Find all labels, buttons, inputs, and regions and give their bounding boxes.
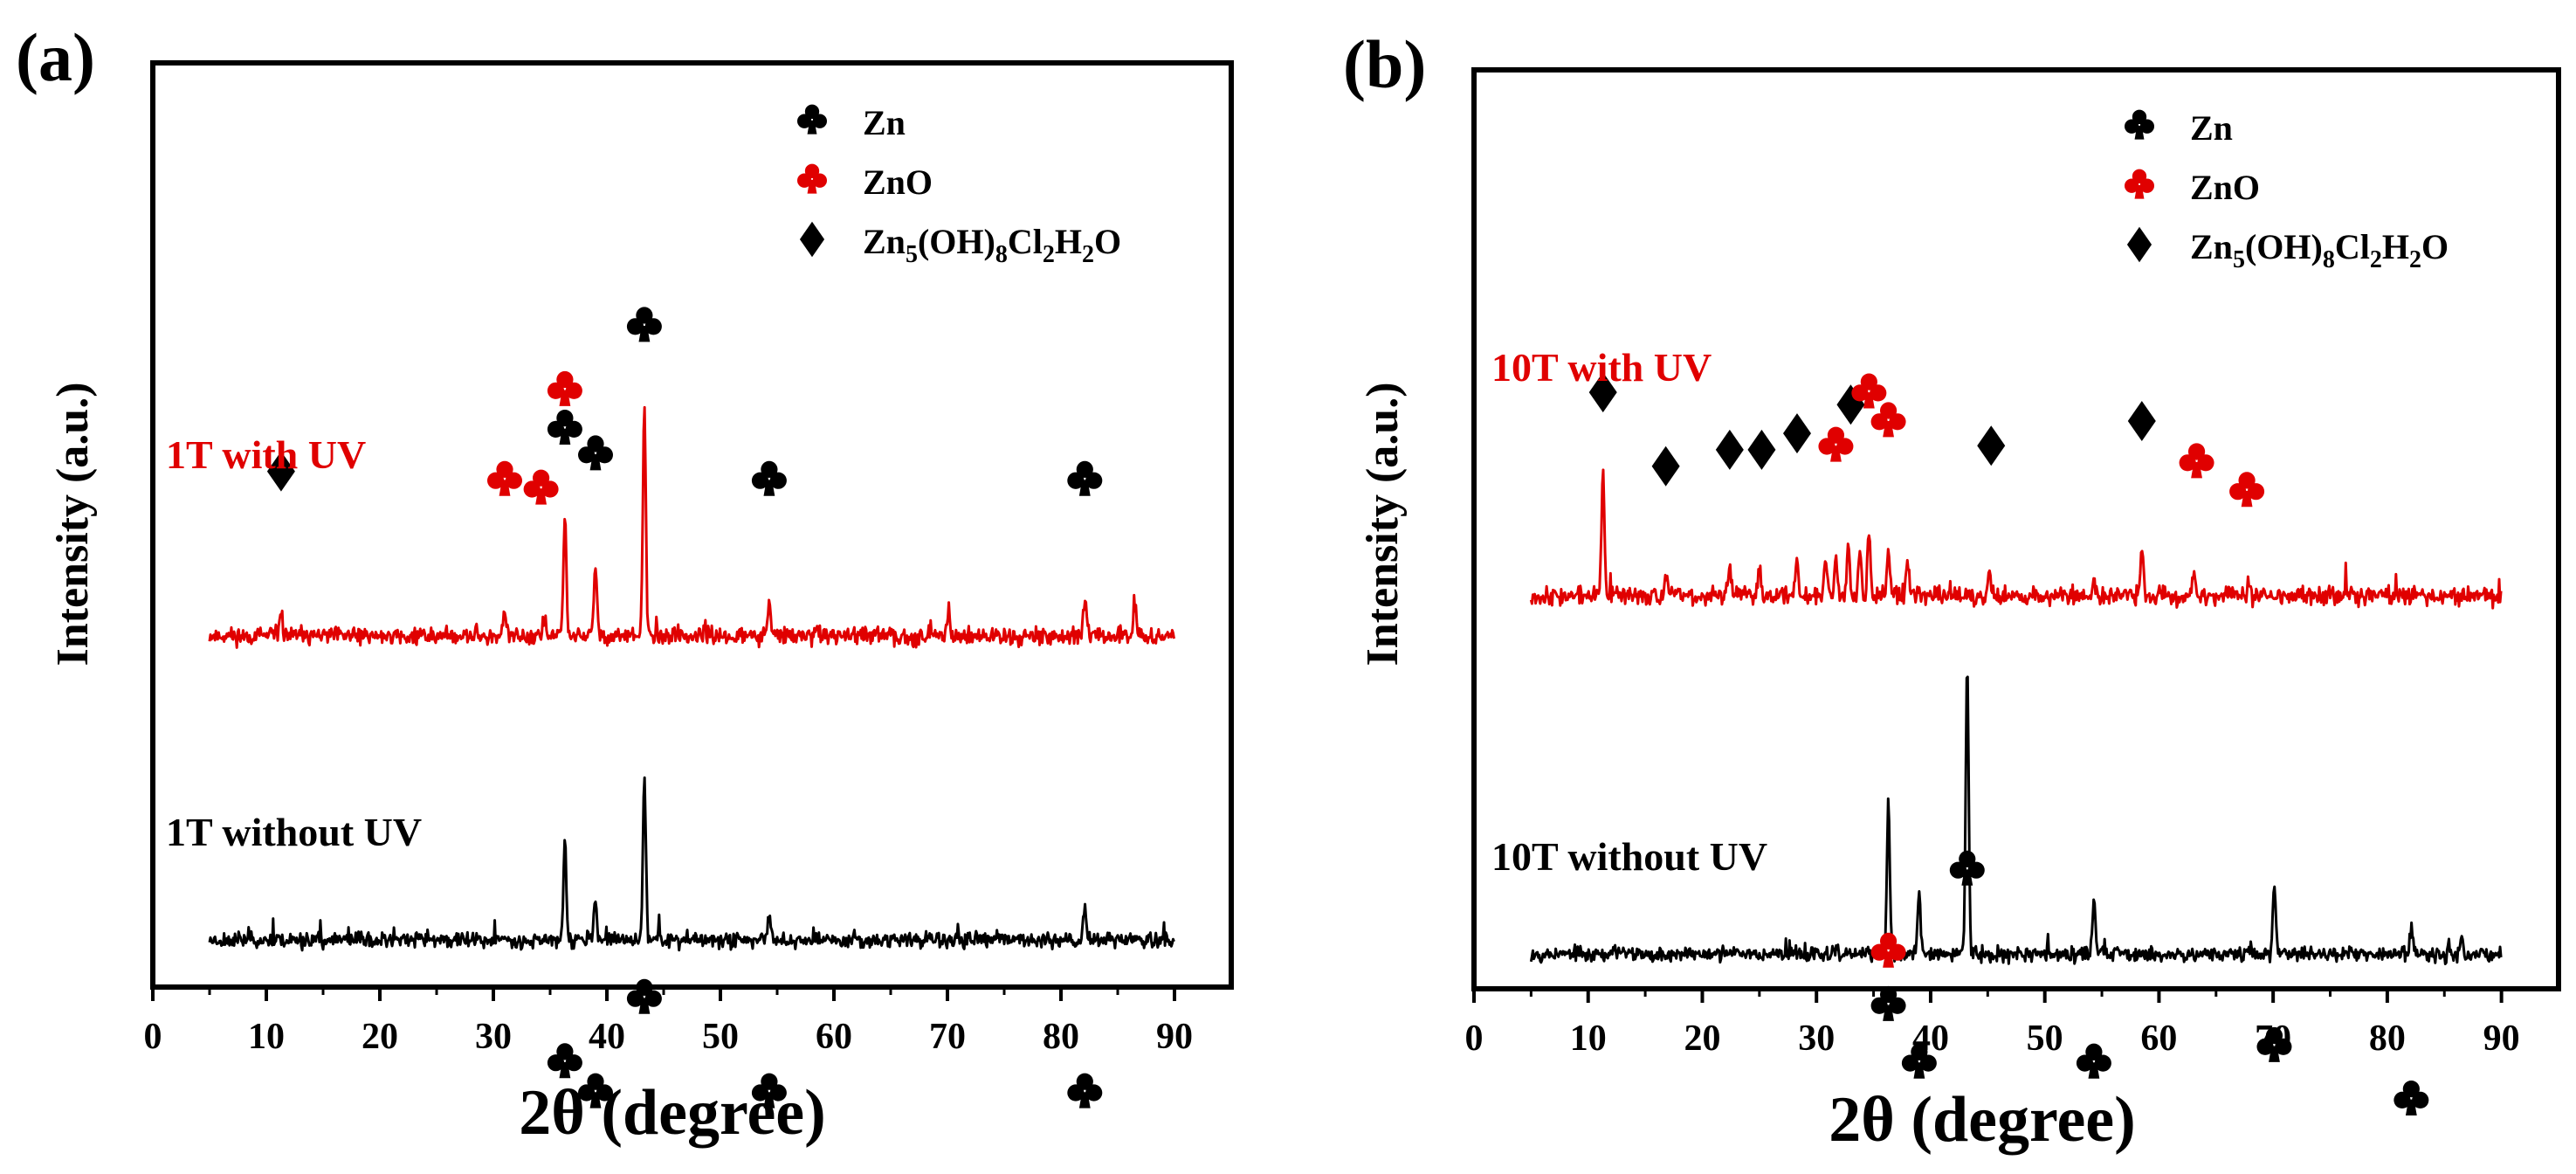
- x-tick-label: 70: [2255, 1019, 2291, 1059]
- zn-peak-marker: [751, 1073, 787, 1108]
- x-tick-label: 90: [2483, 1019, 2520, 1059]
- x-tick-label: 10: [248, 1017, 285, 1057]
- panel-b-y-axis-title: Intensity (a.u.): [1358, 382, 1408, 666]
- zn-peak-marker: [1067, 460, 1103, 496]
- panel-a-label: (a): [16, 19, 95, 95]
- zn-peak-marker: [2076, 1043, 2111, 1079]
- x-tick-label: 40: [1912, 1019, 1949, 1059]
- legend-symbol-zn: [2125, 109, 2154, 140]
- trace-label-1t-with-uv: 1T with UV: [166, 432, 366, 477]
- zn5oh8cl2h2o-peak-marker: [266, 451, 295, 492]
- zn5oh8cl2h2o-peak-marker: [2127, 401, 2156, 441]
- zn-peak-marker: [1870, 985, 1906, 1021]
- panel-a-x-axis-title: 2θ (degree): [519, 1077, 826, 1149]
- legend-label-zno: ZnO: [863, 162, 933, 202]
- panel-b-traces: [1529, 468, 2503, 966]
- panel-a-x-axis: 0 10 20 30 40 50 60 70 80 90: [144, 987, 1193, 1057]
- trace-10t-with-uv: [1529, 468, 2503, 610]
- trace-1t-without-uv: [208, 776, 1175, 952]
- legend-label-zn: Zn: [2190, 108, 2233, 148]
- legend-symbol-zn5oh8cl2h2o: [2126, 226, 2152, 263]
- panel-a-y-axis-title: Intensity (a.u.): [48, 382, 98, 666]
- zn-peak-marker: [2256, 1026, 2292, 1062]
- zn5oh8cl2h2o-peak-marker: [1715, 429, 1744, 470]
- panel-b-label: (b): [1343, 26, 1426, 102]
- zn5oh8cl2h2o-peak-marker: [1747, 429, 1776, 470]
- zn-peak-marker: [1949, 850, 1985, 886]
- x-tick-label: 50: [702, 1017, 739, 1057]
- legend-label-zno: ZnO: [2190, 168, 2260, 207]
- zn-peak-marker: [1901, 1043, 1937, 1079]
- x-tick-label: 70: [929, 1017, 966, 1057]
- legend-symbol-zn5oh8cl2h2o: [799, 221, 825, 258]
- zn-peak-marker: [547, 1043, 582, 1079]
- zn5oh8cl2h2o-peak-marker: [1588, 372, 1617, 413]
- panel-a-plot-frame: [150, 60, 1234, 990]
- zn-peak-marker: [2393, 1081, 2429, 1115]
- panel-b-x-axis-title: 2θ (degree): [1829, 1084, 2136, 1156]
- legend-label-zn5oh8cl2h2o: Zn5(OH)8Cl2H2O: [2190, 227, 2449, 273]
- trace-label-10t-with-uv: 10T with UV: [1491, 345, 1712, 390]
- x-tick-label: 30: [475, 1017, 512, 1057]
- zn-peak-marker: [626, 307, 662, 342]
- trace-10t-without-uv: [1529, 675, 2503, 966]
- zn5oh8cl2h2o-peak-marker: [1651, 445, 1680, 487]
- x-tick-label: 20: [1684, 1019, 1720, 1059]
- panel-b-plot-frame: [1471, 67, 2561, 991]
- panel-a-traces: [208, 405, 1175, 952]
- zn-peak-marker: [578, 435, 613, 471]
- zno-peak-marker: [2229, 472, 2265, 508]
- zn-peak-marker: [626, 978, 662, 1014]
- zn-peak-marker: [1067, 1073, 1103, 1108]
- legend-label-zn5oh8cl2h2o: Zn5(OH)8Cl2H2O: [863, 222, 1121, 268]
- x-tick-label: 0: [1465, 1019, 1484, 1059]
- zno-peak-marker: [1870, 402, 1906, 438]
- zno-peak-marker: [2179, 443, 2214, 479]
- x-tick-label: 90: [1156, 1017, 1193, 1057]
- x-tick-label: 50: [2027, 1019, 2063, 1059]
- panel-b-legend: Zn ZnO Zn5(OH)8Cl2H2O: [2125, 108, 2449, 273]
- trace-1t-with-uv: [208, 405, 1175, 649]
- zno-peak-marker: [1870, 932, 1906, 968]
- panel-a-legend: Zn ZnO Zn5(OH)8Cl2H2O: [797, 103, 1121, 268]
- x-tick-label: 80: [2369, 1019, 2406, 1059]
- legend-symbol-zno: [2125, 169, 2154, 199]
- zn5oh8cl2h2o-peak-marker: [1782, 413, 1811, 454]
- x-tick-label: 40: [589, 1017, 625, 1057]
- x-tick-label: 10: [1570, 1019, 1607, 1059]
- zno-peak-marker: [547, 370, 582, 406]
- x-tick-label: 60: [2140, 1019, 2177, 1059]
- trace-label-10t-without-uv: 10T without UV: [1491, 834, 1767, 879]
- legend-label-zn: Zn: [863, 103, 906, 142]
- panel-b-x-axis: 0 10 20 30 40 50 60 70 80 90: [1465, 989, 2520, 1059]
- x-tick-label: 20: [362, 1017, 398, 1057]
- zn-peak-marker: [751, 460, 787, 496]
- panel-b: (b) 0 10 20 30 40 50 60 70 80 90 Intensity (a.u.)…: [1343, 26, 2561, 1156]
- legend-symbol-zno: [797, 163, 827, 194]
- x-tick-label: 80: [1043, 1017, 1079, 1057]
- zn-peak-marker: [547, 409, 582, 445]
- trace-label-1t-without-uv: 1T without UV: [166, 810, 422, 854]
- legend-symbol-zn: [797, 104, 827, 135]
- zn5oh8cl2h2o-peak-marker: [1977, 425, 2006, 466]
- x-tick-label: 60: [816, 1017, 852, 1057]
- zno-peak-marker: [487, 460, 522, 496]
- x-tick-label: 0: [144, 1017, 162, 1057]
- zn-peak-marker: [578, 1073, 613, 1108]
- zno-peak-marker: [1818, 426, 1854, 462]
- x-tick-label: 30: [1798, 1019, 1835, 1059]
- zno-peak-marker: [523, 469, 559, 505]
- panel-b-peak-markers: [1588, 372, 2429, 1115]
- panel-a: (a) 0 10 20 30 40 50 60 70 80 90 Intensity (a.u.)…: [16, 19, 1234, 1149]
- zno-peak-marker: [1851, 373, 1887, 409]
- panel-a-peak-markers: [266, 307, 1103, 1108]
